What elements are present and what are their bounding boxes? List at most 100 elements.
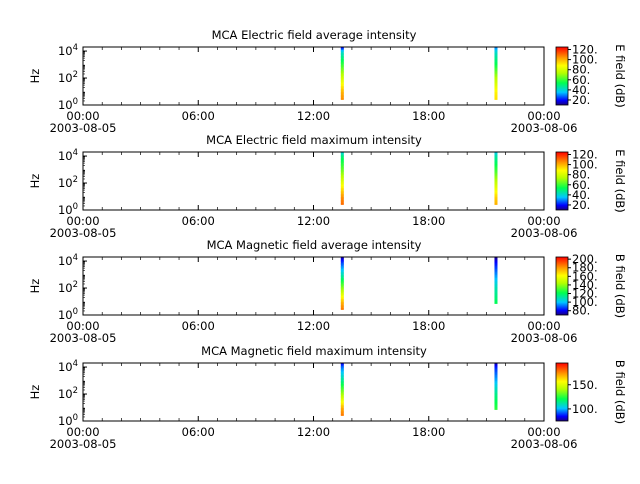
spectrogram-cell bbox=[494, 162, 498, 165]
x-tick-label: 00:00 bbox=[527, 109, 560, 123]
spectrogram-cell bbox=[340, 378, 344, 380]
spectrogram-cell bbox=[494, 159, 498, 162]
spectrogram-cell bbox=[494, 396, 498, 398]
spectrogram-cell bbox=[494, 369, 498, 371]
y-tick-label: 104 bbox=[58, 43, 78, 58]
panel-title: MCA Electric field average intensity bbox=[212, 28, 417, 42]
spectrogram-cell bbox=[494, 370, 498, 373]
spectrogram-cell bbox=[494, 282, 498, 285]
spectrogram-cell bbox=[340, 89, 344, 91]
spectrogram-cell bbox=[494, 54, 498, 57]
spectrogram-cell bbox=[340, 195, 344, 198]
spectrogram-cell bbox=[340, 153, 344, 156]
spectrogram-cell bbox=[340, 287, 344, 289]
panel-3: MCA Magnetic field average intensity 100 1… bbox=[28, 238, 627, 345]
spectrogram-cell bbox=[494, 80, 498, 82]
spectrogram-cell bbox=[494, 403, 498, 406]
y-axis-label: Hz bbox=[28, 174, 42, 189]
x-tick-label: 00:00 bbox=[527, 319, 560, 333]
x-tick-label: 18:00 bbox=[412, 214, 445, 228]
spectrogram-cell bbox=[340, 396, 344, 398]
spectrogram-cell bbox=[340, 373, 344, 376]
spectrogram-cell bbox=[494, 152, 498, 154]
spectrogram-column-1 bbox=[340, 257, 344, 310]
spectrogram-cell bbox=[340, 77, 344, 79]
y-tick-label: 100 bbox=[58, 202, 78, 217]
spectrogram-cell bbox=[340, 264, 344, 267]
spectrogram-cell bbox=[494, 75, 498, 78]
spectrogram-cell bbox=[494, 270, 498, 273]
spectrogram-cell bbox=[340, 48, 344, 51]
spectrogram-cell bbox=[494, 406, 498, 409]
spectrogram-cell bbox=[494, 285, 498, 288]
colorbar-tick-label: 20. bbox=[572, 198, 590, 212]
colorbar-tick-label: 100. bbox=[572, 158, 598, 172]
spectrogram-cell bbox=[340, 180, 344, 183]
spectrogram-cell bbox=[494, 59, 498, 61]
spectrogram-cell bbox=[340, 179, 344, 181]
spectrogram-cell bbox=[494, 192, 498, 195]
spectrogram-cell bbox=[494, 191, 498, 193]
spectrogram-cell bbox=[494, 387, 498, 389]
spectrogram-cell bbox=[340, 156, 344, 159]
colorbar-tick-label: 20. bbox=[572, 93, 590, 107]
spectrogram-cell bbox=[494, 66, 498, 69]
spectrogram-cell bbox=[340, 257, 344, 259]
colorbar-tick-label: 150. bbox=[572, 378, 598, 392]
spectrogram-cell bbox=[340, 83, 344, 85]
x-tick-label: 12:00 bbox=[297, 319, 330, 333]
spectrogram-cell bbox=[340, 369, 344, 371]
spectrogram-cell bbox=[340, 409, 344, 412]
colorbar-tick-label: 100. bbox=[572, 402, 598, 416]
spectrogram-cell bbox=[494, 68, 498, 70]
colorbar-tick-label: 40. bbox=[572, 188, 590, 202]
x-tick-date-label: 2003-08-05 bbox=[50, 226, 117, 240]
spectrogram-cell bbox=[340, 66, 344, 69]
spectrogram-cell bbox=[494, 183, 498, 186]
spectrogram-cell bbox=[494, 264, 498, 267]
spectrogram-cell bbox=[340, 78, 344, 81]
x-tick-label: 00:00 bbox=[66, 319, 99, 333]
spectrogram-cell bbox=[494, 83, 498, 85]
y-tick-label: 102 bbox=[58, 280, 78, 295]
spectrogram-cell bbox=[340, 60, 344, 63]
axes-frame bbox=[82, 151, 545, 211]
y-tick-label: 102 bbox=[58, 175, 78, 190]
spectrogram-cell bbox=[494, 393, 498, 395]
spectrogram-cell bbox=[340, 294, 344, 297]
spectrogram-cell bbox=[340, 176, 344, 178]
x-tick-label: 00:00 bbox=[527, 214, 560, 228]
colorbar bbox=[555, 256, 569, 316]
spectrogram-cell bbox=[340, 194, 344, 196]
spectrogram-cell bbox=[494, 177, 498, 180]
spectrogram-cell bbox=[494, 98, 498, 100]
spectrogram-cell bbox=[494, 153, 498, 156]
spectrogram-cell bbox=[340, 279, 344, 282]
spectrogram-cell bbox=[340, 411, 344, 413]
spectrogram-cell bbox=[340, 263, 344, 265]
spectrogram-cell bbox=[494, 197, 498, 199]
spectrogram-cell bbox=[340, 281, 344, 283]
spectrogram-cell bbox=[494, 185, 498, 187]
spectrogram-column-1 bbox=[340, 152, 344, 205]
spectrogram-column-2 bbox=[494, 363, 498, 410]
spectrogram-cell bbox=[340, 69, 344, 72]
colorbar-tick-label: 80. bbox=[572, 168, 590, 182]
panel-title: MCA Electric field maximum intensity bbox=[206, 133, 422, 147]
spectrogram-cell bbox=[494, 402, 498, 404]
colorbar-tick-label: 40. bbox=[572, 83, 590, 97]
spectrogram-cell bbox=[340, 192, 344, 195]
panel-2: MCA Electric field maximum intensity 100 1… bbox=[28, 133, 627, 240]
x-tick-date-label: 2003-08-06 bbox=[511, 226, 578, 240]
spectrogram-cell bbox=[494, 364, 498, 367]
spectrogram-cell bbox=[340, 387, 344, 389]
spectrogram-cell bbox=[494, 367, 498, 370]
spectrogram-cell bbox=[494, 186, 498, 189]
spectrogram-cell bbox=[340, 95, 344, 97]
spectrogram-cell bbox=[340, 284, 344, 286]
spectrogram-cell bbox=[494, 195, 498, 198]
spectrogram-cell bbox=[340, 291, 344, 294]
colorbar-tick-label: 120. bbox=[572, 148, 598, 162]
x-tick-label: 18:00 bbox=[412, 425, 445, 439]
spectrogram-cell bbox=[340, 201, 344, 204]
